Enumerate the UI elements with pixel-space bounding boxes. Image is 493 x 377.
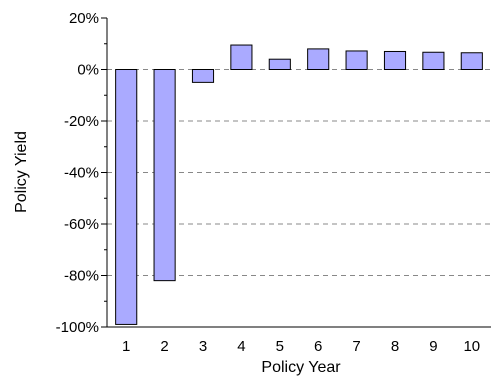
x-tick-label: 4 bbox=[237, 338, 245, 355]
x-tick-label: 9 bbox=[429, 338, 437, 355]
y-tick-label: 0% bbox=[77, 62, 99, 79]
bar-year-10 bbox=[460, 52, 483, 70]
bar-year-9 bbox=[422, 51, 445, 71]
y-tick-label: -80% bbox=[64, 268, 99, 285]
x-tick-label: 7 bbox=[352, 338, 360, 355]
y-tick-label: -60% bbox=[64, 216, 99, 233]
bar-year-6 bbox=[307, 48, 330, 71]
x-tick-label: 1 bbox=[122, 338, 130, 355]
x-tick-label: 3 bbox=[199, 338, 207, 355]
axes bbox=[101, 17, 491, 328]
x-tick-label: 2 bbox=[160, 338, 168, 355]
y-tick-label: -100% bbox=[56, 319, 99, 336]
x-tick-label: 10 bbox=[463, 338, 480, 355]
x-tick-label: 8 bbox=[391, 338, 399, 355]
x-tick-label: 6 bbox=[314, 338, 322, 355]
y-tick-label: -20% bbox=[64, 113, 99, 130]
x-axis-label: Policy Year bbox=[261, 359, 341, 376]
y-tick-label: -40% bbox=[64, 165, 99, 182]
bar-year-1 bbox=[115, 69, 138, 325]
bar-year-8 bbox=[383, 50, 407, 70]
x-tick-label: 5 bbox=[276, 338, 284, 355]
x-tick-labels: 1 2 3 4 5 6 7 8 9 10 bbox=[122, 338, 480, 355]
y-tick-labels: 20% 0% -20% -40% -60% -80% -100% bbox=[56, 10, 99, 336]
bars bbox=[115, 44, 483, 325]
bar-year-3 bbox=[191, 69, 215, 83]
bar-year-5 bbox=[268, 58, 291, 71]
y-axis-label: Policy Yield bbox=[13, 131, 30, 213]
bar-year-7 bbox=[345, 50, 368, 70]
bar-year-2 bbox=[153, 69, 176, 282]
bar-year-4 bbox=[230, 44, 253, 70]
y-tick-label: 20% bbox=[69, 10, 99, 27]
